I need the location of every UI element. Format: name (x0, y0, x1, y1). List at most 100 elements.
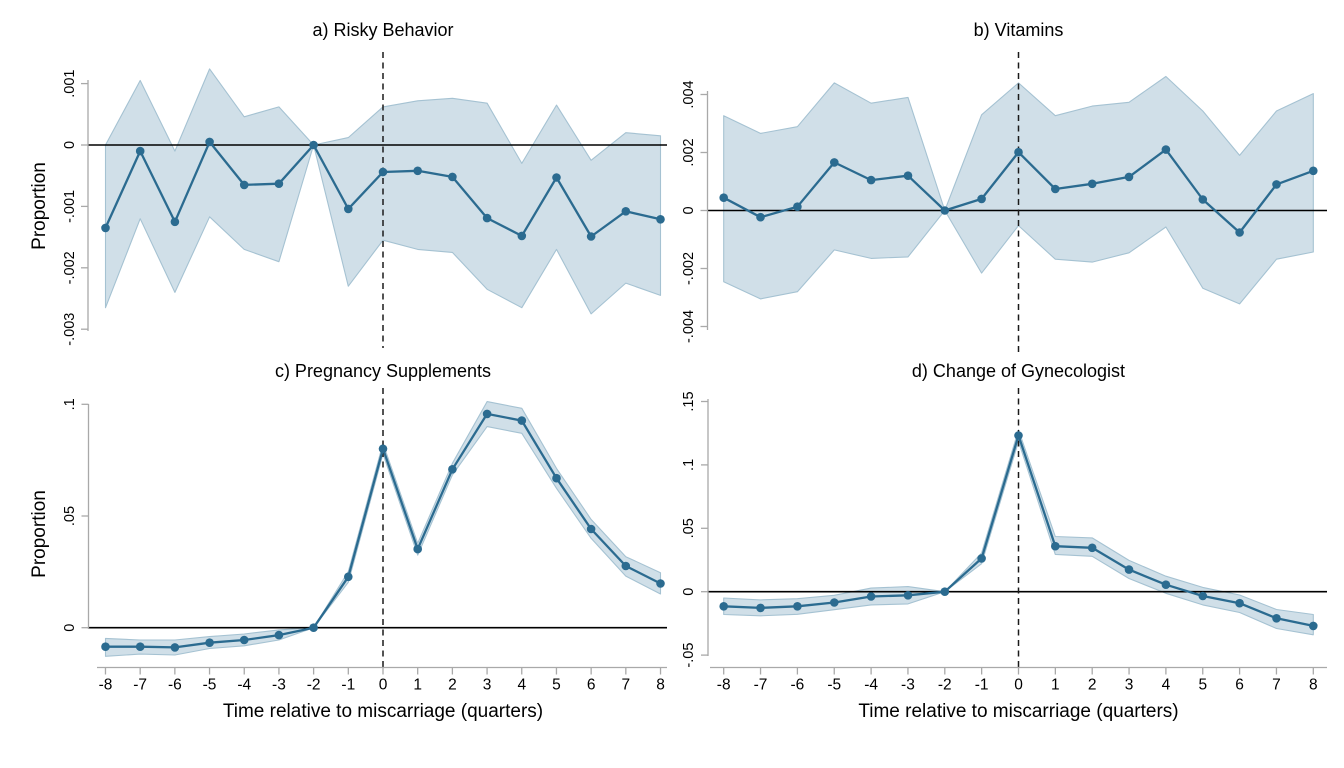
x-tick-label: -4 (864, 677, 878, 694)
data-point (170, 217, 180, 227)
panel-c-x-axis-label: Time relative to miscarriage (quarters) (222, 701, 544, 722)
x-tick-label: -8 (717, 677, 731, 694)
x-tick-label: 3 (483, 677, 492, 694)
x-tick-label: -1 (975, 677, 989, 694)
x-tick-label: 5 (552, 677, 561, 694)
x-tick-label: 1 (1051, 677, 1060, 694)
data-point (1051, 184, 1060, 194)
data-point (135, 642, 145, 651)
data-point (205, 137, 214, 147)
data-point (1198, 195, 1208, 204)
y-tick-label: 0 (62, 624, 78, 632)
data-point (309, 623, 318, 632)
data-point (344, 204, 353, 214)
y-tick-label: -.002 (62, 251, 78, 284)
data-point (239, 635, 249, 645)
data-point (1272, 614, 1281, 623)
data-point (482, 213, 492, 223)
data-point (621, 561, 631, 571)
data-point (1124, 172, 1134, 182)
data-point (656, 215, 665, 224)
x-tick-label: 6 (587, 677, 596, 694)
x-tick-label: -3 (901, 677, 915, 694)
x-tick-label: 8 (656, 677, 665, 694)
data-point (830, 598, 839, 607)
data-point (552, 173, 561, 182)
x-tick-label: -2 (307, 677, 321, 694)
data-point (413, 544, 423, 554)
data-point (1161, 145, 1171, 154)
x-tick-label: -5 (827, 677, 841, 694)
data-point (756, 212, 765, 222)
panel-c-title: c) Pregnancy Supplements (274, 361, 492, 381)
x-tick-label: -6 (791, 677, 805, 694)
data-point (1087, 179, 1097, 189)
data-point (448, 465, 457, 474)
x-tick-label: -6 (168, 677, 182, 694)
data-point (1235, 228, 1244, 237)
panel-b-title: b) Vitamins (973, 20, 1064, 40)
data-point (1087, 543, 1097, 553)
data-point (866, 175, 876, 185)
data-point (1198, 591, 1208, 601)
data-point (1272, 180, 1281, 189)
data-point (378, 444, 388, 454)
x-tick-label: 5 (1198, 677, 1207, 694)
data-point (656, 579, 665, 588)
data-point (1014, 431, 1023, 440)
y-tick-label: 0 (681, 206, 697, 214)
data-point (309, 140, 318, 150)
x-tick-label: 4 (517, 677, 526, 694)
data-point (977, 554, 986, 563)
data-point (1309, 166, 1318, 176)
x-tick-label: 2 (448, 677, 457, 694)
y-tick-label: .1 (62, 398, 78, 410)
data-point (482, 409, 492, 419)
data-point (274, 179, 284, 188)
data-point (793, 202, 802, 211)
data-point (170, 643, 180, 652)
y-tick-label: -.002 (681, 252, 697, 285)
y-tick-label: .001 (62, 69, 78, 97)
data-point (621, 207, 631, 216)
y-tick-label: 0 (62, 141, 78, 149)
data-point (101, 223, 110, 233)
data-point (1051, 541, 1060, 551)
data-point (903, 591, 913, 600)
y-tick-label: .002 (681, 138, 697, 166)
data-point (719, 602, 728, 611)
x-tick-label: 3 (1125, 677, 1134, 694)
data-point (1309, 621, 1318, 631)
data-point (1124, 565, 1134, 574)
x-tick-label: -7 (133, 677, 147, 694)
data-point (1014, 147, 1023, 157)
data-point (793, 602, 802, 611)
data-point (448, 172, 457, 182)
x-tick-label: -5 (203, 677, 217, 694)
y-tick-label: .1 (681, 459, 697, 471)
panel-d-title: d) Change of Gynecologist (911, 361, 1126, 381)
data-point (205, 638, 214, 647)
x-tick-label: -1 (341, 677, 355, 694)
data-point (1235, 598, 1244, 608)
panel-a-title: a) Risky Behavior (312, 20, 454, 40)
data-point (135, 146, 145, 156)
data-point (830, 158, 839, 167)
x-tick-label: 4 (1162, 677, 1171, 694)
x-tick-label: 2 (1088, 677, 1097, 694)
data-point (940, 587, 950, 596)
data-point (239, 180, 249, 190)
y-tick-label: .05 (62, 506, 78, 526)
data-point (517, 231, 527, 241)
data-point (586, 232, 596, 241)
y-tick-label: .15 (681, 391, 697, 411)
x-tick-label: -3 (272, 677, 286, 694)
x-tick-label: 0 (379, 677, 388, 694)
data-point (378, 167, 388, 177)
data-point (413, 166, 423, 176)
data-point (977, 194, 986, 204)
y-tick-label: -.001 (62, 190, 78, 223)
data-point (1161, 580, 1171, 589)
